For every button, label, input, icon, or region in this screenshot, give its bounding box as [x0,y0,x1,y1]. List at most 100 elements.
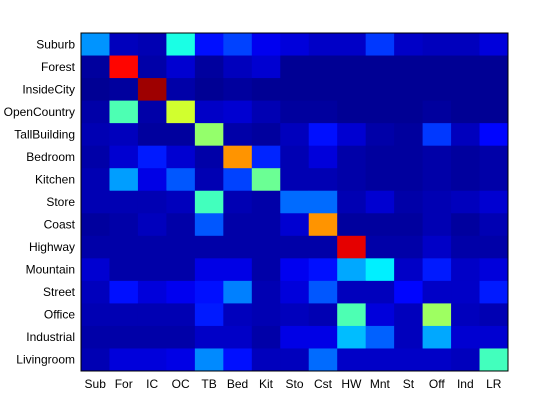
heatmap-cell [422,303,452,327]
y-tick-label: Street [43,285,76,299]
heatmap-cell [251,123,281,147]
heatmap-cell [337,303,367,327]
x-tick-label: OC [172,377,190,391]
heatmap-cell [479,123,509,147]
heatmap-cell [109,235,139,259]
heatmap-cell [308,190,338,214]
heatmap-cell [109,348,139,372]
heatmap-cell [81,213,110,237]
heatmap-cell [109,55,139,79]
heatmap-cell [451,78,481,102]
heatmap-cell [194,100,224,124]
heatmap-cell [137,213,167,237]
x-tick-label: LR [486,377,502,391]
heatmap-cell [394,348,424,372]
heatmap-cell [280,258,310,282]
heatmap-cell [223,325,253,349]
heatmap-cell [394,78,424,102]
x-tick-label: St [403,377,415,391]
x-tick-label: Sub [85,377,107,391]
y-tick-label: InsideCity [22,82,75,96]
heatmap-cell [308,145,338,169]
heatmap-cell [166,145,196,169]
heatmap-cell [166,213,196,237]
heatmap-cell [451,258,481,282]
heatmap-cell [365,145,395,169]
heatmap-cell [109,123,139,147]
heatmap-cell [137,123,167,147]
heatmap-cell [194,78,224,102]
heatmap-cell [479,213,509,237]
heatmap-cell [166,55,196,79]
heatmap-cell [194,280,224,304]
y-tick-label: Office [44,308,75,322]
heatmap-cell [166,33,196,57]
heatmap-cell [166,235,196,259]
heatmap-cell [365,235,395,259]
heatmap-cell [451,100,481,124]
heatmap-cell [194,123,224,147]
heatmap-cell [451,55,481,79]
heatmap-cell [280,100,310,124]
heatmap-cell [81,280,110,304]
heatmap-cell [251,33,281,57]
heatmap-cell [337,190,367,214]
heatmap-cell [394,325,424,349]
heatmap-cell [137,235,167,259]
y-tick-labels: Suburb Forest InsideCity OpenCountry TallBui… [4,37,76,366]
heatmap-cell [223,258,253,282]
heatmap-cell [223,190,253,214]
y-tick-label: Forest [41,60,76,74]
heatmap-cell [422,33,452,57]
heatmap-cell [251,213,281,237]
heatmap-cell [394,235,424,259]
heatmap-cell [81,33,110,57]
heatmap-cell [137,100,167,124]
heatmap-cell [166,303,196,327]
heatmap-cell [280,280,310,304]
heatmap-cell [394,280,424,304]
heatmap-cell [166,325,196,349]
heatmap-cell [365,325,395,349]
heatmap-cell [308,100,338,124]
heatmap-cell [194,348,224,372]
heatmap-cell [365,100,395,124]
heatmap-cell [479,280,509,304]
heatmap-cell [280,190,310,214]
heatmap-cell [81,303,110,327]
heatmap-cell [194,145,224,169]
heatmap-cell [422,78,452,102]
heatmap-cell [337,123,367,147]
heatmap-cell [308,348,338,372]
heatmap-cell [394,213,424,237]
heatmap-cell [280,303,310,327]
heatmap-cell [166,123,196,147]
heatmap-cell [251,78,281,102]
heatmap-cell [422,325,452,349]
heatmap-cell [81,190,110,214]
heatmap-cell [223,168,253,192]
heatmap-cell [81,78,110,102]
heatmap-cell [394,258,424,282]
heatmap-cell [223,235,253,259]
heatmap-cell [451,280,481,304]
heatmap-cell [451,190,481,214]
heatmap-cell [479,55,509,79]
heatmap-cell [337,33,367,57]
heatmap-cell [365,55,395,79]
heatmap-cell [137,168,167,192]
heatmap-cell [308,235,338,259]
heatmap-cell [194,235,224,259]
heatmap-cell [109,213,139,237]
heatmap-cell [479,78,509,102]
heatmap-cell [81,168,110,192]
heatmap-cell [394,55,424,79]
heatmap-cell [451,235,481,259]
y-tick-label: Livingroom [16,353,75,367]
heatmap-cell [194,213,224,237]
heatmap-cell [137,348,167,372]
heatmap-cell [337,325,367,349]
x-tick-labels: Sub For IC OC TB Bed Kit Sto Cst HW Mnt St Off Ind LR [85,377,502,391]
y-tick-label: Suburb [36,37,75,51]
heatmap-cell [451,303,481,327]
